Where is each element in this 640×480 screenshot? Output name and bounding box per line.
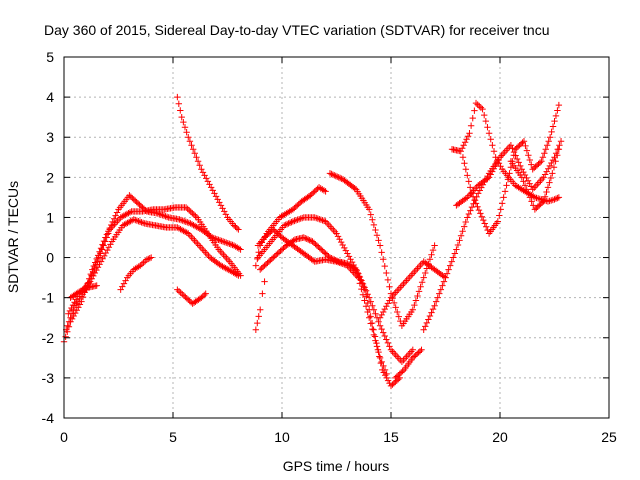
- data-series-9: [254, 214, 416, 366]
- series-markers: [62, 204, 244, 333]
- series-markers: [376, 258, 449, 321]
- series-markers: [420, 154, 504, 333]
- series-markers: [117, 254, 155, 293]
- y-tick-label: -1: [42, 290, 55, 306]
- y-tick-label: 0: [46, 250, 54, 266]
- series-markers: [326, 170, 438, 329]
- series-markers: [65, 216, 242, 317]
- plot-frame: [63, 56, 610, 419]
- data-series-14: [376, 258, 449, 321]
- x-axis-label: GPS time / hours: [283, 458, 390, 474]
- x-tick-labels: 0 5 10 15 20 25: [60, 429, 617, 445]
- data-series-2: [62, 204, 244, 333]
- series-markers: [252, 278, 268, 333]
- data-series-16: [420, 154, 504, 333]
- series-markers: [392, 346, 425, 382]
- data-series-12: [326, 170, 438, 329]
- y-tick-label: -4: [42, 410, 55, 426]
- data-series-13: [252, 278, 268, 333]
- data-series-4: [67, 282, 100, 301]
- series-markers: [459, 101, 563, 237]
- grid-lines: [64, 57, 609, 418]
- chart-title: Day 360 of 2015, Sidereal Day-to-day VTE…: [44, 22, 550, 38]
- y-tick-label: 5: [46, 49, 54, 65]
- data-series-6: [174, 93, 242, 233]
- series-markers: [174, 93, 242, 233]
- x-tick-label: 5: [169, 429, 177, 445]
- x-tick-label: 15: [383, 429, 399, 445]
- data-series-3: [65, 216, 242, 317]
- data-series-20: [507, 146, 563, 213]
- x-tick-label: 25: [601, 429, 617, 445]
- data-series-7: [174, 286, 209, 307]
- x-tick-label: 20: [492, 429, 508, 445]
- series-markers: [257, 234, 403, 390]
- data-series-1: [60, 192, 244, 345]
- series-markers: [252, 184, 329, 269]
- data-series-15: [392, 346, 425, 382]
- x-tick-label: 10: [274, 429, 290, 445]
- axis-ticks: [63, 56, 610, 419]
- y-tick-labels: -4 -3 -2 -1 0 1 2 3 4 5: [42, 49, 55, 426]
- data-series-11: [257, 234, 403, 390]
- x-tick-label: 0: [60, 429, 68, 445]
- series-markers: [507, 146, 563, 213]
- data-series-19: [459, 101, 563, 237]
- y-tick-label: -2: [42, 330, 55, 346]
- y-tick-label: -3: [42, 370, 55, 386]
- data-series-8: [252, 184, 329, 269]
- series-markers: [67, 282, 100, 301]
- y-tick-label: 2: [46, 169, 54, 185]
- y-tick-label: 1: [46, 209, 54, 225]
- y-axis-label: SDTVAR / TECUs: [5, 181, 21, 293]
- series-markers: [254, 214, 416, 366]
- y-tick-label: 3: [46, 129, 54, 145]
- series-markers: [60, 192, 244, 345]
- y-tick-label: 4: [46, 89, 54, 105]
- series-markers: [174, 286, 209, 307]
- data-points: [60, 93, 565, 390]
- data-series-5: [117, 254, 155, 293]
